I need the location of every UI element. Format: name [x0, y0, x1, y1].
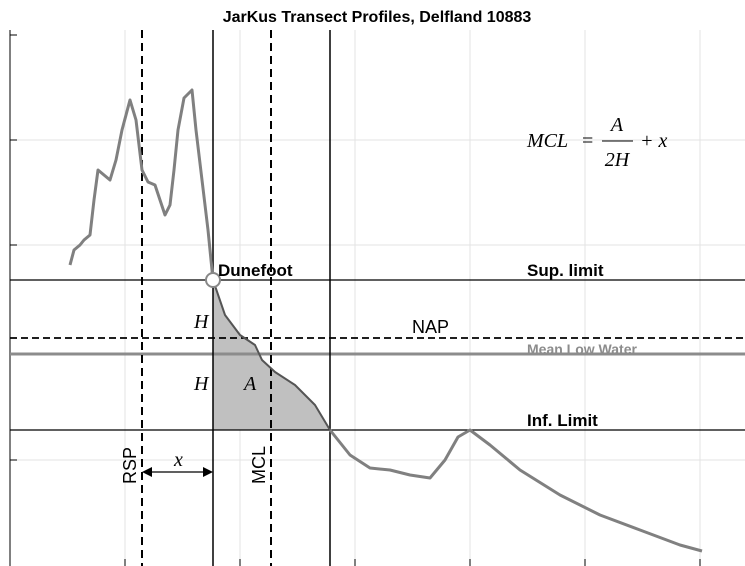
- mlw-label: Mean Low Water: [527, 341, 637, 357]
- grid: [10, 30, 745, 566]
- sea-profile: [328, 428, 703, 553]
- formula-denominator: 2H: [605, 149, 631, 171]
- x-label: x: [173, 449, 183, 471]
- title: JarKus Transect Profiles, Delfland 10883: [223, 9, 532, 26]
- arrow-head: [142, 467, 152, 477]
- nap-label: NAP: [412, 317, 449, 337]
- dunefoot-label: Dunefoot: [218, 261, 293, 280]
- rsp-label: RSP: [120, 447, 140, 484]
- formula-eq: =: [582, 130, 593, 152]
- area-a: [213, 280, 330, 430]
- active-profile: [212, 279, 331, 431]
- inf-limit-label: Inf. Limit: [527, 411, 598, 430]
- h-label: H: [193, 373, 210, 395]
- a-label: A: [242, 373, 257, 395]
- mcl-label: MCL: [249, 446, 269, 484]
- sup-limit-label: Sup. limit: [527, 261, 604, 280]
- formula-numerator: A: [609, 114, 624, 136]
- dunefoot-point: [205, 272, 221, 288]
- formula-lhs: MCL: [526, 130, 568, 152]
- h-label: H: [193, 311, 210, 333]
- formula-rest: + x: [640, 130, 667, 152]
- formula: MCL = A 2H + x: [526, 114, 667, 171]
- dune-profile: [68, 88, 215, 281]
- arrow-head: [203, 467, 213, 477]
